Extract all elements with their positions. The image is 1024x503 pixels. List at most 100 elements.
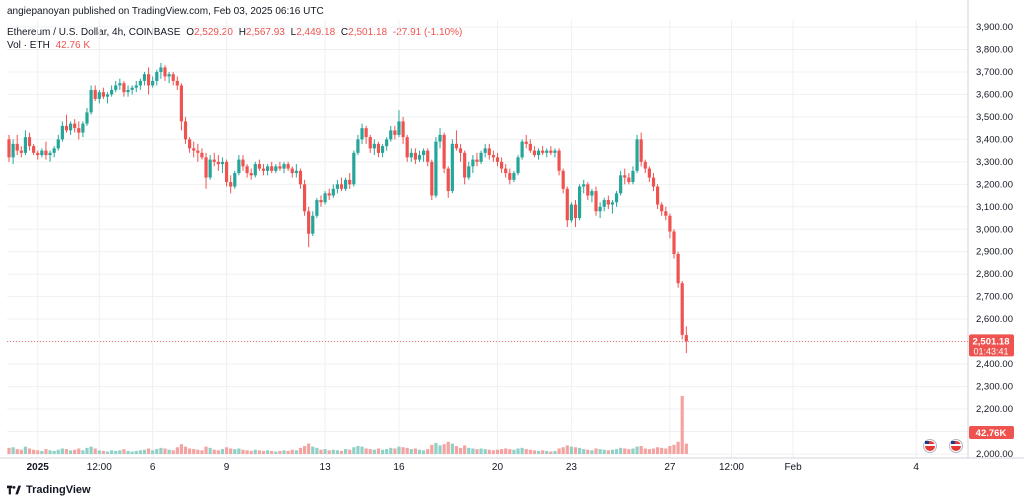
candle-body — [471, 159, 475, 167]
candle-body — [573, 204, 578, 219]
volume-bar — [619, 447, 623, 454]
symbol-name[interactable]: Ethereum / U.S. Dollar, 4h, COINBASE — [7, 27, 181, 38]
volume-bar — [138, 450, 142, 454]
volume-bar — [409, 449, 413, 454]
volume-bar — [627, 449, 631, 454]
volume-bar — [146, 448, 151, 454]
candle-body — [105, 94, 110, 97]
candle-body — [23, 137, 28, 153]
candle-body — [426, 150, 430, 162]
candle-body — [36, 152, 40, 156]
volume-bar — [175, 447, 179, 454]
y-tick-label: 2,600.00 — [976, 314, 1013, 325]
volume-bar — [249, 450, 253, 454]
y-tick-label: 2,000.00 — [976, 449, 1013, 460]
volume-label[interactable]: Vol · ETH — [7, 40, 50, 51]
candle-body — [48, 152, 52, 156]
candle-body — [89, 89, 93, 113]
x-tick-label: 13 — [320, 462, 332, 473]
candle-body — [635, 139, 639, 171]
volume-bar — [134, 450, 138, 454]
volume-bar — [401, 447, 405, 454]
candle-body — [438, 134, 442, 142]
candle-body — [212, 159, 216, 162]
price-chart[interactable]: 3,900.00 3,800.00 3,700.00 3,600.00 3,500.00… — [0, 0, 1024, 480]
candle-body — [261, 168, 266, 171]
tradingview-footer: TradingView — [7, 484, 91, 496]
candle-body — [64, 125, 69, 131]
volume-bar — [586, 449, 590, 454]
volume-bar — [446, 441, 450, 454]
volume-bar — [73, 449, 77, 454]
volume-bar — [311, 446, 315, 454]
volume-bar — [610, 449, 615, 454]
volume-bar — [528, 449, 532, 454]
candle-body — [327, 193, 331, 196]
volume-bar — [60, 448, 64, 454]
volume-bar — [405, 447, 409, 454]
y-tick-label: 3,500.00 — [976, 112, 1013, 123]
candle-body — [93, 89, 97, 99]
candle-body — [315, 200, 319, 216]
candle-body — [68, 123, 73, 131]
volume-bar — [491, 450, 495, 454]
volume-bar — [155, 449, 159, 454]
volume-bar — [647, 449, 651, 454]
candle-body — [257, 164, 262, 169]
event-flag-icon[interactable] — [923, 439, 937, 453]
volume-bar — [344, 449, 348, 454]
volume-bar — [48, 450, 52, 454]
symbol-legend: Ethereum / U.S. Dollar, 4h, COINBASE O2,… — [7, 27, 462, 38]
candle-body — [614, 193, 619, 203]
candle-body — [561, 170, 565, 189]
volume-bar — [651, 448, 656, 454]
volume-bar — [44, 449, 48, 454]
volume-bar — [64, 449, 69, 454]
candle-body — [504, 168, 508, 174]
volume-bar — [475, 449, 479, 454]
candle-body — [389, 130, 393, 140]
volume-bar — [557, 448, 561, 454]
x-tick-label: 20 — [492, 462, 504, 473]
close-value: 2,501.18 — [348, 27, 388, 38]
x-tick-label: 6 — [150, 462, 156, 473]
volume-bar — [524, 449, 528, 454]
volume-bar — [380, 449, 385, 454]
candle-body — [491, 155, 495, 158]
high-label: H — [238, 27, 246, 38]
candle-body — [142, 74, 147, 81]
volume-bar — [504, 448, 508, 454]
candle-body — [643, 161, 647, 169]
footer-brand: TradingView — [26, 484, 91, 496]
y-tick-label: 3,200.00 — [976, 179, 1013, 190]
volume-bar — [278, 450, 282, 454]
candle-body — [302, 184, 307, 212]
volume-bar — [483, 449, 487, 454]
volume-bar — [458, 447, 463, 454]
candle-body — [220, 161, 225, 165]
candle-body — [385, 139, 389, 147]
candle-body — [417, 155, 422, 160]
candle-body — [512, 173, 516, 180]
candle-body — [331, 188, 335, 196]
candle-body — [44, 150, 48, 156]
volume-bar — [298, 447, 303, 454]
candle-body — [32, 146, 36, 153]
candle-body — [40, 150, 44, 156]
candle-body — [175, 80, 179, 86]
volume-bar — [426, 449, 430, 454]
candle-body — [196, 150, 200, 153]
volume-bar — [495, 449, 500, 454]
volume-bar — [179, 444, 184, 454]
volume-bar — [32, 449, 36, 454]
candle-body — [475, 159, 479, 162]
candle-body — [458, 148, 463, 153]
low-label: L — [290, 27, 297, 38]
volume-bar — [81, 450, 85, 454]
event-flag-icon[interactable] — [949, 439, 963, 453]
candle-body — [155, 71, 159, 81]
volume-bar — [536, 450, 541, 454]
volume-bar — [676, 441, 680, 454]
candle-body — [339, 184, 344, 189]
